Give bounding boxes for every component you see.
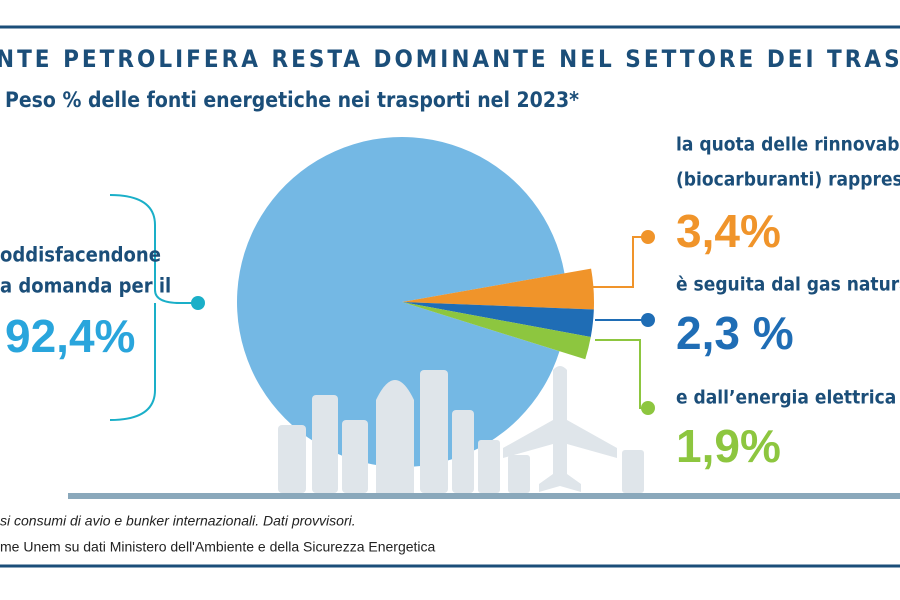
connector-dot	[641, 230, 655, 244]
connector	[590, 236, 648, 288]
connector-dot	[641, 401, 655, 415]
subtitle: Peso % delle fonti energetiche nei trasp…	[5, 88, 579, 112]
right-text: è seguita dal gas natural	[676, 274, 900, 296]
right-text: (biocarburanti) rapprese	[676, 169, 900, 191]
value-label: 2,3 %	[676, 307, 794, 359]
left-text: oddisfacendone	[0, 243, 161, 267]
bracket	[109, 194, 181, 421]
footnote: si consumi di avio e bunker internaziona…	[0, 513, 356, 529]
pie-slice	[402, 268, 594, 310]
right-text: e dall’energia elettrica	[676, 387, 896, 409]
title: NTE PETROLIFERA RESTA DOMINANTE NEL SETT…	[0, 45, 900, 73]
value-label: 92,4%	[5, 310, 135, 362]
connector-dot	[641, 313, 655, 327]
value-label: 3,4%	[676, 205, 781, 257]
right-text: la quota delle rinnovabili	[676, 134, 900, 156]
pie-slice	[402, 302, 591, 360]
source: me Unem su dati Ministero dell'Ambiente …	[0, 539, 436, 555]
pie-slice	[236, 136, 565, 468]
pie-slice	[402, 302, 594, 338]
vehicle-icons	[278, 366, 644, 493]
left-text: a domanda per il	[0, 274, 171, 298]
connector	[595, 339, 648, 409]
value-label: 1,9%	[676, 420, 781, 472]
